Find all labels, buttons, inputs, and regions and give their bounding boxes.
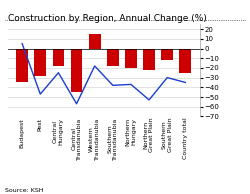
Bar xyxy=(180,48,191,73)
Text: Construction by Region, Annual Change (%): Construction by Region, Annual Change (%… xyxy=(8,15,206,23)
Bar xyxy=(16,48,28,82)
Bar xyxy=(71,48,83,92)
Bar xyxy=(161,48,173,60)
Bar xyxy=(143,48,155,70)
Bar xyxy=(52,48,64,66)
Bar xyxy=(89,34,101,48)
Text: Source: KSH: Source: KSH xyxy=(5,188,44,193)
Bar xyxy=(34,48,46,76)
Bar xyxy=(107,48,119,66)
Bar xyxy=(125,48,137,68)
